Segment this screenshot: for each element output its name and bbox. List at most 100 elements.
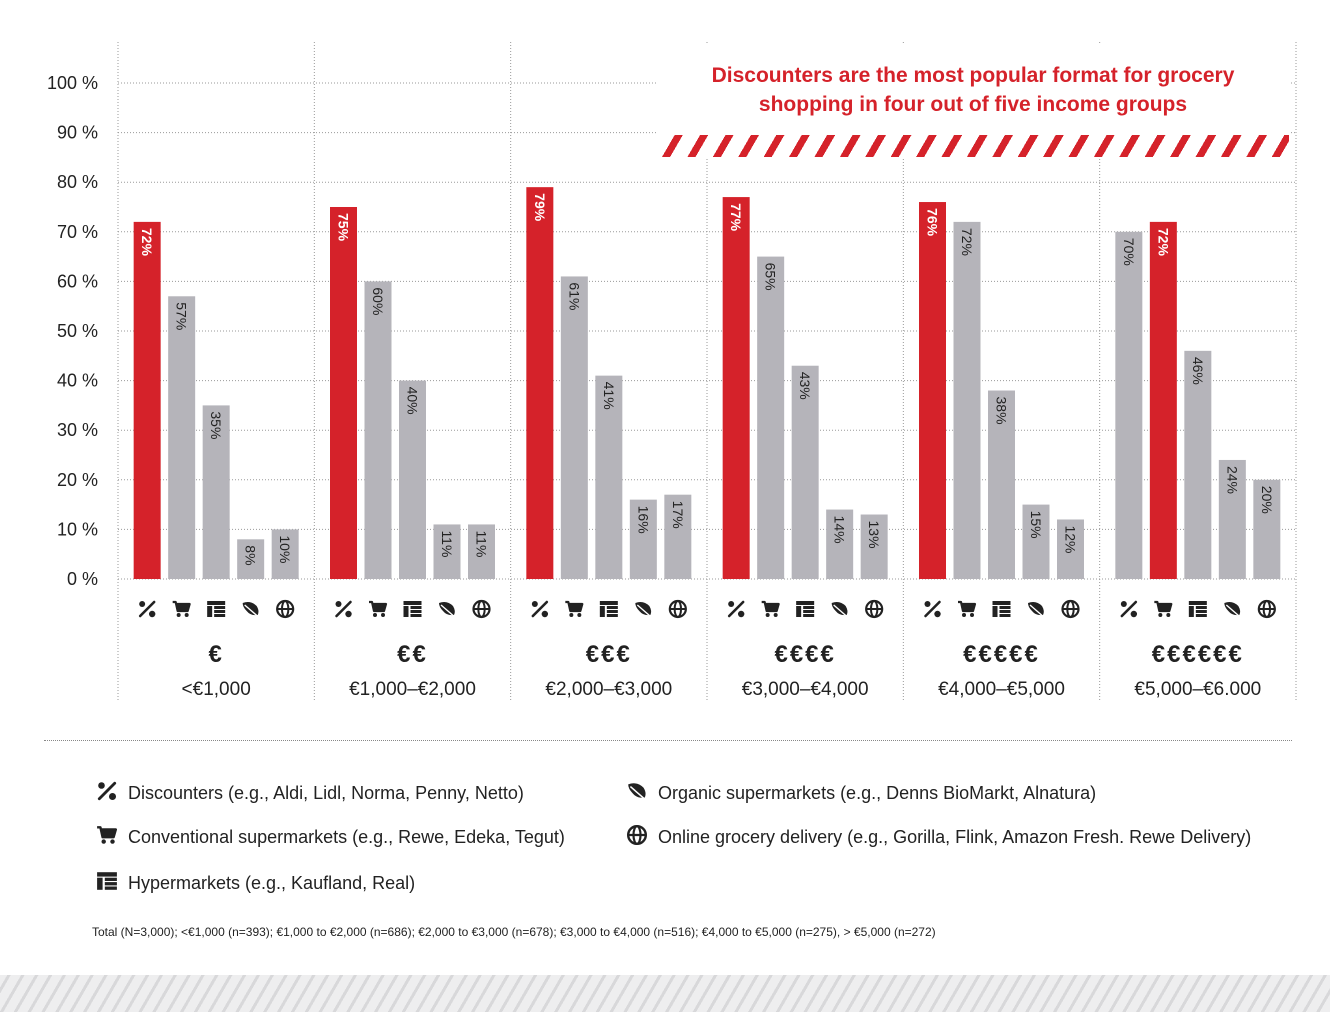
value-label: 40% xyxy=(405,387,421,415)
bar xyxy=(1057,519,1084,579)
footnote: Total (N=3,000); <€1,000 (n=393); €1,000… xyxy=(92,925,936,939)
globe-icon xyxy=(1257,599,1276,619)
y-tick-label: 20 % xyxy=(57,470,98,490)
hypermarket-icon xyxy=(599,601,618,617)
x-tick-label: €3,000–€4,000 xyxy=(742,679,869,700)
cart-icon xyxy=(958,600,977,617)
cart-icon xyxy=(565,600,584,617)
legend-label: Organic supermarkets (e.g., Denns BioMar… xyxy=(658,783,1097,803)
chart-card: 0 % 10 % 20 % 30 % 40 % 50 % 60 % 70 % 80 % 90 % 1… xyxy=(0,0,1330,975)
bar xyxy=(664,494,692,579)
value-label: 35% xyxy=(208,411,224,439)
globe-icon xyxy=(668,599,687,619)
value-label: 43% xyxy=(797,372,813,400)
bar xyxy=(1253,479,1281,579)
hypermarket-icon xyxy=(96,870,118,897)
legend-label: Hypermarkets (e.g., Kaufland, Real) xyxy=(128,873,416,893)
discount-icon xyxy=(138,600,156,618)
legend-item-organic: Organic supermarkets (e.g., Denns BioMar… xyxy=(626,780,1096,807)
bar xyxy=(168,296,196,579)
bar xyxy=(988,390,1015,579)
legend-item-online: Online grocery delivery (e.g., Gorilla, … xyxy=(626,824,1251,851)
value-label: 46% xyxy=(1190,357,1206,385)
value-label: 65% xyxy=(763,263,779,291)
legend-item-discounters: Discounters (e.g., Aldi, Lidl, Norma, Pe… xyxy=(96,780,524,807)
value-label: 14% xyxy=(832,516,848,544)
bar xyxy=(1184,350,1212,579)
y-tick-label: 70 % xyxy=(57,222,98,242)
bar xyxy=(629,499,657,579)
bar xyxy=(1149,221,1177,579)
callout: Discounters are the most popular format … xyxy=(657,43,1289,158)
value-label: 79% xyxy=(532,193,548,222)
callout-stripe xyxy=(657,135,1289,157)
income-symbol: € xyxy=(208,641,223,668)
y-tick-label: 0 % xyxy=(67,569,98,589)
leaf-icon xyxy=(635,602,653,619)
value-label: 11% xyxy=(439,530,455,557)
bar xyxy=(399,380,426,579)
value-label: 72% xyxy=(1155,228,1171,257)
discount-icon xyxy=(96,780,118,807)
value-label: 12% xyxy=(1063,525,1079,553)
value-label: 8% xyxy=(243,545,259,565)
callout-line-1: Discounters are the most popular format … xyxy=(711,64,1235,87)
y-tick-label: 10 % xyxy=(57,519,98,539)
callout-line-2: shopping in four out of five income grou… xyxy=(758,93,1188,116)
bar xyxy=(526,187,554,579)
bar xyxy=(468,524,495,579)
bar xyxy=(364,281,392,579)
value-label: 76% xyxy=(925,208,941,237)
leaf-icon xyxy=(831,602,850,619)
bar xyxy=(953,221,981,579)
leaf-icon xyxy=(1028,602,1046,619)
value-label: 38% xyxy=(994,397,1010,425)
callout-box xyxy=(657,43,1289,135)
y-tick-label: 40 % xyxy=(57,371,98,391)
legend-label: Online grocery delivery (e.g., Gorilla, … xyxy=(658,827,1252,847)
income-symbol: €€€€€ xyxy=(963,641,1040,668)
value-label: 72% xyxy=(959,228,975,256)
globe-icon xyxy=(1061,599,1080,619)
globe-icon xyxy=(865,599,884,619)
hypermarket-icon xyxy=(992,601,1011,617)
y-tick-label: 60 % xyxy=(57,271,98,291)
bar xyxy=(237,539,265,579)
bar xyxy=(791,365,819,579)
value-label: 72% xyxy=(139,228,155,257)
legend-label: Discounters (e.g., Aldi, Lidl, Norma, Pe… xyxy=(128,783,524,803)
y-tick-label: 50 % xyxy=(57,321,98,341)
hypermarket-icon xyxy=(403,601,422,617)
leaf-icon xyxy=(1224,602,1242,619)
cart-icon xyxy=(172,600,191,617)
globe-icon xyxy=(276,599,295,619)
bar xyxy=(271,529,299,579)
value-label: 75% xyxy=(336,213,352,242)
value-label: 16% xyxy=(635,506,651,534)
value-label: 77% xyxy=(728,203,744,232)
value-label: 20% xyxy=(1259,486,1275,514)
legend-item-hypermarkets: Hypermarkets (e.g., Kaufland, Real) xyxy=(96,870,415,897)
value-label: 11% xyxy=(474,530,490,557)
y-tick-label: 90 % xyxy=(57,123,98,143)
value-label: 10% xyxy=(277,535,293,563)
bar xyxy=(330,207,357,579)
income-symbol: €€€€€€ xyxy=(1152,641,1244,668)
y-tick-label: 80 % xyxy=(57,172,98,192)
discount-icon xyxy=(1120,600,1138,618)
income-symbol: €€ xyxy=(397,641,428,668)
income-symbol: €€€ xyxy=(586,641,632,668)
cart-icon xyxy=(96,824,118,851)
legend-item-conventional: Conventional supermarkets (e.g., Rewe, E… xyxy=(96,824,565,851)
value-label: 41% xyxy=(601,382,617,410)
bar xyxy=(826,509,854,579)
discount-icon xyxy=(531,600,549,618)
hypermarket-icon xyxy=(207,601,226,617)
value-label: 24% xyxy=(1224,466,1240,494)
y-tick-label: 30 % xyxy=(57,420,98,440)
x-tick-label: <€1,000 xyxy=(182,679,251,700)
legend-label: Conventional supermarkets (e.g., Rewe, E… xyxy=(128,827,565,847)
value-label: 17% xyxy=(670,501,686,529)
value-label: 15% xyxy=(1028,511,1044,539)
bar xyxy=(560,276,588,579)
